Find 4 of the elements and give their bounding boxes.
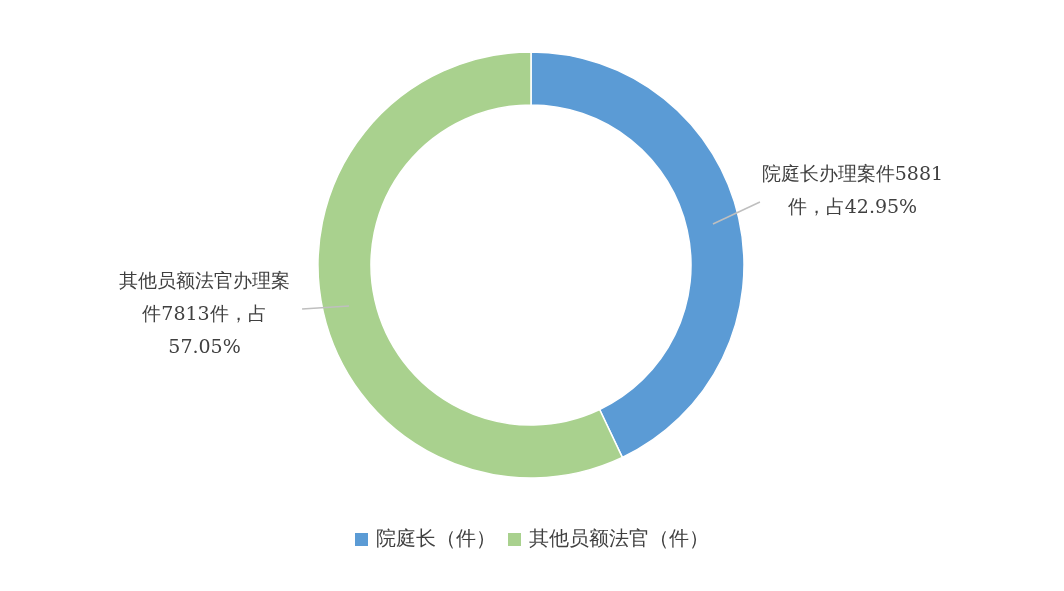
data-label: 院庭长办理案件5881件，占42.95% [760,161,945,219]
legend-label: 其他员额法官（件） [529,526,709,550]
legend-label: 院庭长（件） [376,526,496,550]
data-label: 其他员额法官办理案件7813件，占57.05% [118,268,292,359]
